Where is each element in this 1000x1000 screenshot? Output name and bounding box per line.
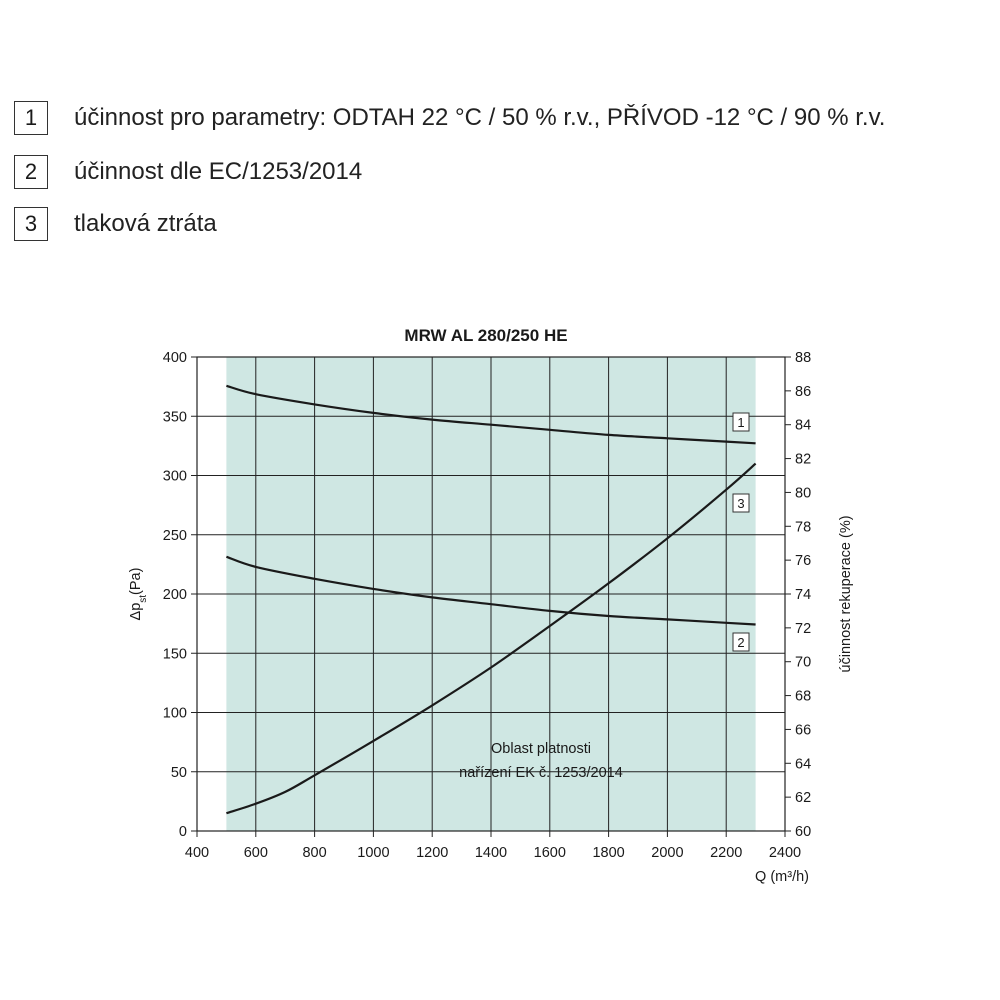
y-right-tick-label: 80 [795, 485, 811, 501]
y-right-axis-label: účinnost rekuperace (%) [838, 515, 854, 672]
y-right-tick-label: 74 [795, 587, 811, 603]
series-label-box-3 [732, 493, 750, 513]
y-right-tick-label: 62 [795, 790, 811, 806]
legend-item-3: 3 tlaková ztráta [14, 207, 217, 241]
y-left-tick-label: 50 [171, 765, 187, 781]
y-right-tick-label: 84 [795, 418, 811, 434]
y-left-tick-label: 300 [163, 469, 187, 485]
y-right-tick-label: 60 [795, 824, 811, 840]
x-tick-label: 1000 [357, 845, 389, 861]
y-left-tick-label: 250 [163, 528, 187, 544]
legend-number-1: 1 [14, 101, 48, 135]
legend-text-3: tlaková ztráta [74, 210, 217, 237]
x-tick-label: 2000 [651, 845, 683, 861]
y-right-tick-label: 78 [795, 519, 811, 535]
series-label-box-2 [732, 632, 750, 652]
chart-title: MRW AL 280/250 HE [404, 326, 567, 345]
y-right-tick-label: 70 [795, 655, 811, 671]
series-line-1 [226, 384, 756, 445]
x-tick-label: 1600 [534, 845, 566, 861]
y-right-tick-label: 72 [795, 621, 811, 637]
x-tick-label: 400 [185, 845, 209, 861]
legend-number-3: 3 [14, 207, 48, 241]
x-tick-label: 1400 [475, 845, 507, 861]
x-tick-label: 600 [244, 845, 268, 861]
y-left-tick-label: 150 [163, 646, 187, 662]
x-tick-label: 1800 [592, 845, 624, 861]
y-left-tick-label: 200 [163, 587, 187, 603]
x-tick-label: 800 [302, 845, 326, 861]
y-left-tick-label: 100 [163, 706, 187, 722]
y-left-tick-label: 0 [179, 824, 187, 840]
y-right-tick-label: 86 [795, 384, 811, 400]
y-right-tick-label: 68 [795, 689, 811, 705]
x-tick-label: 2400 [769, 845, 801, 861]
x-axis-label: Q (m³/h) [755, 869, 809, 885]
region-label-line-1: Oblast platnosti [491, 741, 591, 757]
series-label-box-1 [732, 412, 750, 432]
x-tick-label: 2200 [710, 845, 742, 861]
region-label-line-2: nařízení EK č. 1253/2014 [459, 765, 623, 781]
legend-item-1: 1 účinnost pro parametry: ODTAH 22 °C / … [14, 101, 885, 135]
series-label-3: 3 [737, 496, 744, 511]
legend-text-2: účinnost dle EC/1253/2014 [74, 158, 363, 185]
legend-item-2: 2 účinnost dle EC/1253/2014 [14, 155, 362, 189]
x-tick-label: 1200 [416, 845, 448, 861]
series-label-1: 1 [737, 415, 744, 430]
y-left-tick-label: 350 [163, 409, 187, 425]
series-label-2: 2 [737, 635, 744, 650]
y-right-tick-label: 82 [795, 452, 811, 468]
y-left-axis-label: Δpst(Pa) [128, 568, 149, 621]
y-right-tick-label: 66 [795, 722, 811, 738]
series-line-2 [226, 555, 756, 626]
y-right-tick-label: 88 [795, 350, 811, 366]
y-right-tick-label: 64 [795, 756, 811, 772]
y-left-tick-label: 400 [163, 350, 187, 366]
y-right-tick-label: 76 [795, 553, 811, 569]
legend-text-1: účinnost pro parametry: ODTAH 22 °C / 50… [74, 104, 886, 131]
legend-number-2: 2 [14, 155, 48, 189]
series-line-3 [226, 462, 757, 815]
